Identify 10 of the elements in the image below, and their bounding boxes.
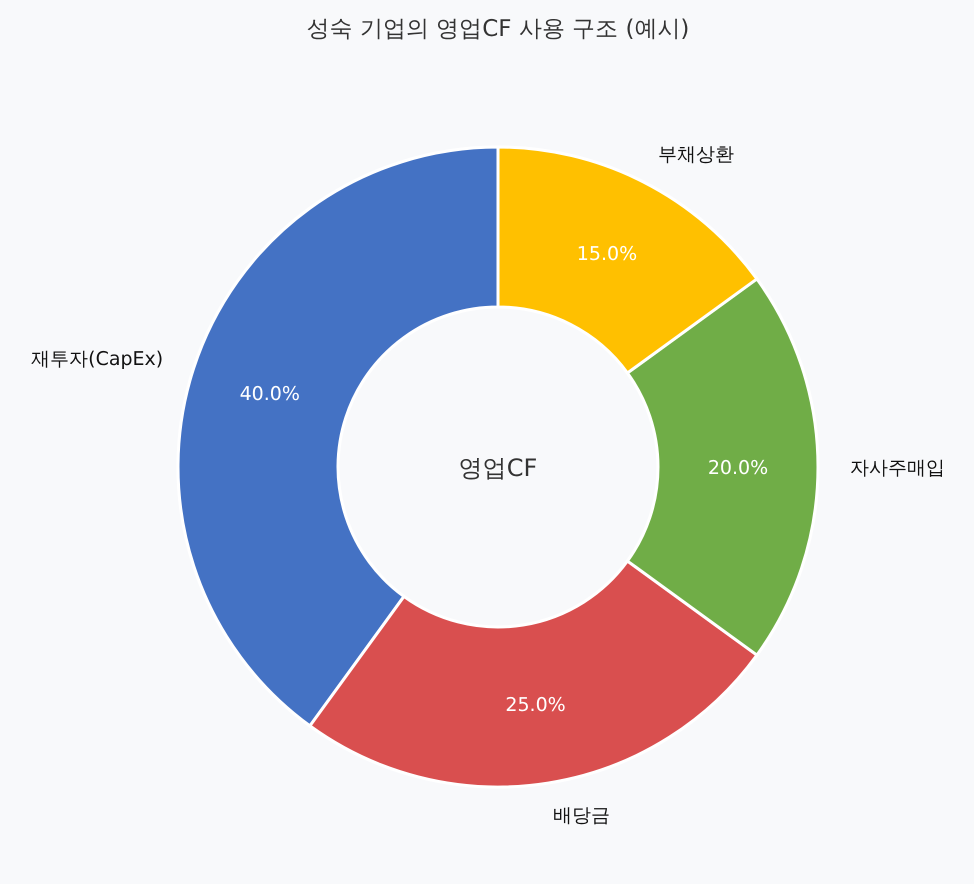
- data-label: 25.0%: [505, 694, 566, 716]
- data-label: 40.0%: [240, 382, 300, 405]
- chart-title: 성숙 기업의 영업CF 사용 구조 (예시): [306, 16, 690, 42]
- text: 영업CF: [458, 454, 538, 482]
- data-label: 20.0%: [708, 457, 768, 479]
- slice-label: 재투자(CapEx): [31, 348, 164, 370]
- data-label: 15.0%: [576, 243, 638, 266]
- slice-label: 배당금: [553, 804, 610, 827]
- slice-label: 자사주매입: [850, 457, 945, 479]
- slice-label: 부채상환: [658, 143, 734, 166]
